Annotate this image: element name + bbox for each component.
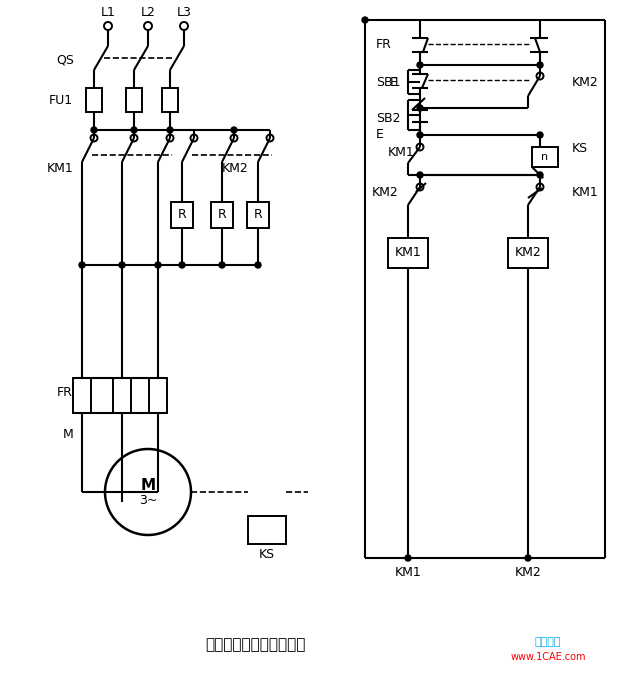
- Text: KS: KS: [572, 142, 588, 154]
- Text: L3: L3: [177, 5, 191, 18]
- Circle shape: [266, 135, 273, 142]
- Bar: [532, 147, 558, 167]
- Circle shape: [362, 17, 368, 23]
- Circle shape: [417, 172, 423, 178]
- Text: 3~: 3~: [139, 495, 157, 508]
- Bar: [86, 88, 102, 112]
- Text: KM1: KM1: [572, 187, 599, 200]
- Circle shape: [191, 135, 198, 142]
- Bar: [149, 378, 167, 413]
- Circle shape: [536, 73, 543, 80]
- Bar: [162, 88, 178, 112]
- Circle shape: [537, 62, 543, 68]
- Text: SB1: SB1: [376, 75, 401, 88]
- Circle shape: [537, 132, 543, 138]
- Text: KM1: KM1: [46, 162, 73, 175]
- Bar: [388, 238, 428, 268]
- Circle shape: [255, 262, 261, 268]
- Circle shape: [417, 144, 424, 150]
- Bar: [247, 202, 269, 228]
- Text: R: R: [218, 208, 227, 222]
- Text: www.1CAE.com: www.1CAE.com: [510, 652, 586, 662]
- Circle shape: [131, 127, 137, 133]
- Bar: [248, 516, 286, 544]
- Text: FR: FR: [57, 386, 73, 398]
- Text: FU1: FU1: [49, 94, 73, 106]
- Bar: [211, 202, 233, 228]
- Text: KM2: KM2: [372, 187, 399, 200]
- Text: 仿真在线: 仿真在线: [535, 637, 561, 647]
- Text: KM2: KM2: [222, 162, 249, 175]
- Circle shape: [144, 22, 152, 30]
- Bar: [113, 378, 131, 413]
- Text: KM2: KM2: [515, 247, 541, 259]
- Circle shape: [79, 262, 85, 268]
- Circle shape: [405, 555, 411, 561]
- Text: L2: L2: [141, 5, 156, 18]
- Circle shape: [166, 135, 173, 142]
- Text: KM2: KM2: [572, 75, 599, 88]
- Circle shape: [179, 262, 185, 268]
- Bar: [126, 88, 142, 112]
- Text: KM1: KM1: [395, 247, 421, 259]
- Circle shape: [417, 62, 423, 68]
- Text: 单向反接制动的控制线路: 单向反接制动的控制线路: [205, 638, 305, 652]
- Text: R: R: [253, 208, 262, 222]
- Circle shape: [90, 135, 97, 142]
- Text: SB2: SB2: [376, 111, 401, 125]
- Circle shape: [417, 132, 423, 138]
- Text: QS: QS: [56, 53, 74, 67]
- Text: n: n: [541, 152, 548, 162]
- Text: L1: L1: [100, 5, 115, 18]
- Circle shape: [167, 127, 173, 133]
- Circle shape: [180, 22, 188, 30]
- Text: KM1: KM1: [388, 146, 415, 158]
- Text: KS: KS: [259, 547, 275, 561]
- Circle shape: [417, 105, 423, 111]
- Circle shape: [131, 135, 138, 142]
- Text: M: M: [62, 429, 73, 441]
- Text: KM1: KM1: [395, 567, 421, 580]
- Text: R: R: [178, 208, 186, 222]
- Text: E: E: [390, 75, 398, 88]
- Circle shape: [119, 262, 125, 268]
- Circle shape: [91, 127, 97, 133]
- Text: FR: FR: [376, 38, 392, 51]
- Circle shape: [230, 135, 237, 142]
- Bar: [73, 378, 91, 413]
- Circle shape: [219, 262, 225, 268]
- Circle shape: [231, 127, 237, 133]
- Circle shape: [417, 183, 424, 191]
- Circle shape: [537, 172, 543, 178]
- Bar: [508, 238, 548, 268]
- Text: KM2: KM2: [515, 567, 541, 580]
- Circle shape: [536, 183, 543, 191]
- Circle shape: [525, 555, 531, 561]
- Text: M: M: [140, 477, 156, 493]
- Circle shape: [104, 22, 112, 30]
- Text: E: E: [376, 129, 384, 142]
- Bar: [171, 202, 193, 228]
- Circle shape: [105, 449, 191, 535]
- Circle shape: [155, 262, 161, 268]
